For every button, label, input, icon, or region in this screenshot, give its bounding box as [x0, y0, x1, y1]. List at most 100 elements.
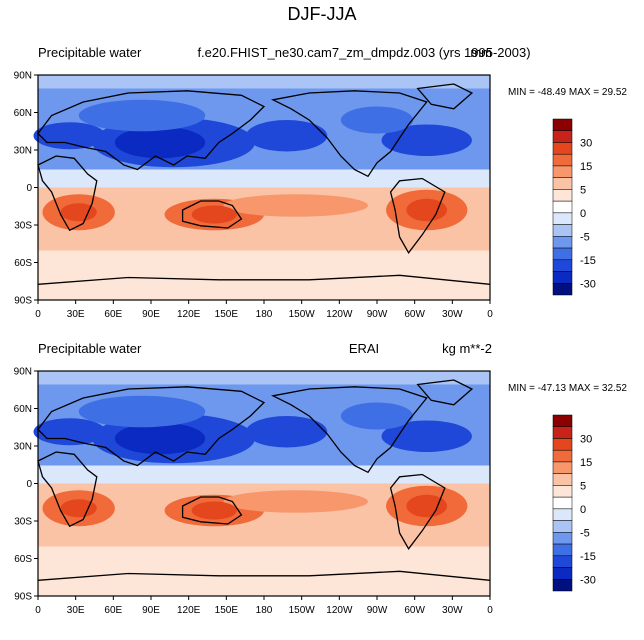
coastline — [416, 83, 474, 110]
lat-tick-label: 0 — [26, 479, 32, 490]
map-contour-fill — [223, 490, 368, 513]
colorbar-swatch — [552, 189, 573, 202]
lat-tick-label: 60S — [14, 258, 32, 269]
colorbar-label: 15 — [580, 161, 592, 173]
lat-tick-label: 60N — [14, 108, 32, 119]
colorbar-swatch — [552, 212, 573, 225]
lon-tick-label: 60E — [104, 309, 122, 320]
panel-center-label: f.e20.FHIST_ne30.cam7_zm_dmpdz.003 (yrs … — [197, 45, 531, 60]
colorbar-swatch — [552, 532, 573, 545]
colorbar-label: 15 — [580, 457, 592, 469]
colorbar-swatch — [552, 153, 573, 167]
lon-tick-label: 180 — [256, 605, 273, 616]
map-contour-fill — [191, 205, 237, 224]
lon-tick-label: 120W — [326, 605, 353, 616]
lon-tick-label: 0 — [35, 605, 41, 616]
min-max-stats: MIN = -47.13 MAX = 32.52 — [508, 383, 627, 394]
min-max-stats: MIN = -48.49 MAX = 29.52 — [508, 87, 627, 98]
lon-tick-label: 120E — [177, 309, 201, 320]
lat-tick-label: 30S — [14, 517, 32, 528]
lat-tick-label: 60N — [14, 404, 32, 415]
lat-tick-label: 30N — [14, 146, 32, 157]
coastline — [181, 496, 243, 525]
panel-left-label: Precipitable water — [38, 341, 142, 356]
figure-title: DJF-JJA — [287, 4, 357, 24]
lon-tick-label: 30E — [67, 605, 85, 616]
figure: DJF-JJA Precipitable water f.e20.FHIST_n… — [14, 4, 627, 616]
lon-tick-label: 90E — [142, 605, 160, 616]
colorbar-swatch — [552, 283, 573, 296]
colorbar-swatch — [552, 271, 573, 284]
lon-tick-label: 90W — [367, 309, 388, 320]
coastline — [416, 379, 474, 406]
coastlines — [37, 83, 491, 285]
colorbar-label: 0 — [580, 504, 586, 516]
map-contour-fill — [78, 395, 206, 428]
coastline — [389, 177, 446, 254]
colorbar-swatch — [552, 224, 573, 237]
lon-tick-label: 0 — [487, 309, 493, 320]
colorbar-swatch — [552, 520, 573, 533]
map-contour-fill — [78, 99, 206, 132]
colorbar-swatch — [552, 508, 573, 521]
map-contour-fill — [223, 194, 368, 217]
colorbar-label: -30 — [580, 278, 596, 290]
colorbar-swatch — [552, 142, 573, 155]
map-contour-fill — [114, 422, 206, 455]
lon-tick-label: 90W — [367, 605, 388, 616]
colorbar-swatch — [552, 236, 573, 249]
lon-tick-label: 180 — [256, 309, 273, 320]
coastline — [181, 200, 243, 229]
map-contour-fill — [191, 501, 237, 520]
map-contour-fill — [406, 494, 448, 518]
coastline — [37, 570, 491, 581]
map-contour-fill — [33, 122, 106, 150]
lon-tick-label: 120E — [177, 605, 201, 616]
panel-units-label: kg m**-2 — [442, 341, 492, 356]
colorbar-swatch — [552, 414, 573, 427]
lon-tick-label: 60W — [404, 605, 425, 616]
coastline — [270, 90, 428, 178]
lon-tick-label: 150E — [215, 309, 239, 320]
colorbar-swatch — [552, 118, 573, 131]
map-contour-fill — [33, 418, 106, 446]
coastline — [37, 451, 98, 528]
lat-tick-label: 30N — [14, 442, 32, 453]
lat-tick-label: 90N — [14, 71, 32, 82]
lon-tick-label: 120W — [326, 309, 353, 320]
lat-tick-label: 90S — [14, 296, 32, 307]
colorbar-swatch — [552, 543, 573, 557]
colorbar-swatch — [552, 567, 573, 580]
lon-tick-label: 30W — [442, 605, 463, 616]
coastline — [37, 386, 266, 467]
map-contour-fill — [245, 120, 328, 152]
colorbar-label: -5 — [580, 527, 590, 539]
lat-tick-label: 30S — [14, 221, 32, 232]
map-fields — [33, 371, 490, 596]
map-fields — [33, 75, 490, 300]
lon-tick-label: 30E — [67, 309, 85, 320]
colorbar-label: -5 — [580, 231, 590, 243]
colorbar: 30 15 5 0 -5 -15 -30 — [552, 118, 596, 296]
lat-tick-label: 90N — [14, 367, 32, 378]
colorbar-swatch — [552, 130, 573, 143]
map-band — [38, 169, 490, 188]
lat-tick-label: 0 — [26, 183, 32, 194]
colorbar-swatch — [552, 449, 573, 463]
coastline — [37, 90, 266, 171]
colorbar-swatch — [552, 200, 573, 214]
colorbar-swatch — [552, 579, 573, 592]
colorbar-label: 30 — [580, 137, 592, 149]
coastline — [37, 155, 98, 232]
colorbar-swatch — [552, 247, 573, 261]
colorbar-swatch — [552, 177, 573, 190]
coastline — [270, 386, 428, 474]
lon-tick-label: 0 — [35, 309, 41, 320]
panel-left-label: Precipitable water — [38, 45, 142, 60]
colorbar-swatch — [552, 555, 573, 568]
map-contour-fill — [406, 198, 448, 222]
coastline — [37, 274, 491, 285]
colorbar-swatch — [552, 461, 573, 474]
map-contour-fill — [340, 106, 414, 134]
